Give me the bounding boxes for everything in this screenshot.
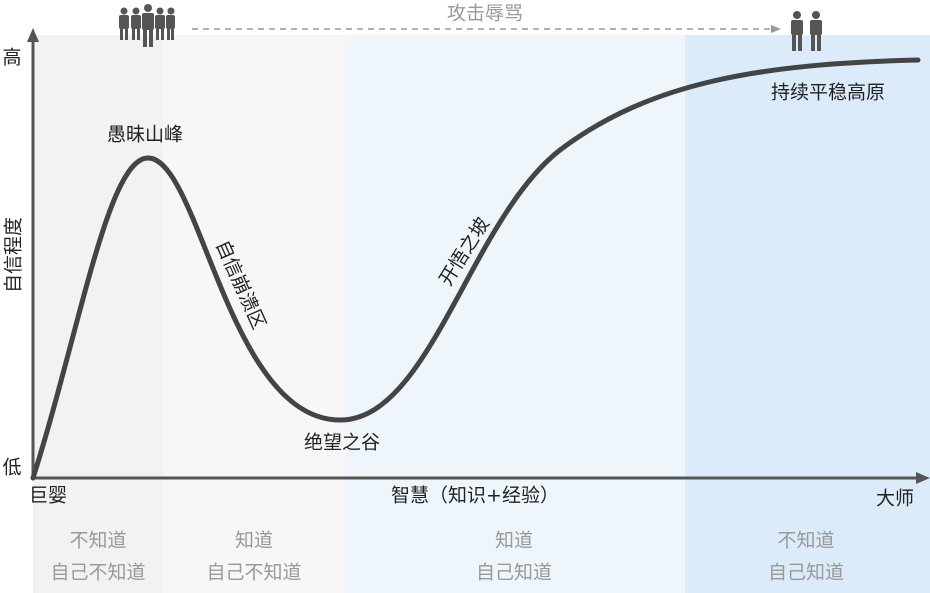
- zone-line2: 自己不知道: [50, 562, 145, 584]
- plateau-label: 持续平稳高原: [771, 82, 885, 104]
- zone-line2: 自己知道: [768, 562, 844, 584]
- zone-bg: [163, 35, 345, 593]
- x-arrow: [916, 472, 930, 484]
- x-label: 智慧（知识+经验）: [391, 485, 559, 507]
- peak-label: 愚昧山峰: [107, 124, 183, 146]
- y-label: 自信程度: [3, 217, 25, 293]
- zone-bg: [33, 35, 163, 593]
- zone-line1: 知道: [495, 530, 533, 552]
- zone-line1: 知道: [235, 530, 273, 552]
- zone-line1: 不知道: [777, 530, 834, 552]
- valley-label: 绝望之谷: [304, 432, 380, 454]
- pair-icon: [791, 11, 822, 51]
- zone-line2: 自己知道: [476, 562, 552, 584]
- attack-arrowhead: [771, 25, 781, 33]
- zone-bg: [685, 35, 930, 593]
- zone-line1: 不知道: [69, 530, 126, 552]
- x-end: 大师: [876, 488, 914, 510]
- x-start: 巨婴: [29, 485, 67, 507]
- y-arrow: [27, 28, 39, 42]
- y-low: 低: [2, 457, 21, 479]
- confidence-curve: [30, 57, 921, 481]
- zone-bg: [345, 35, 685, 593]
- crowd-icon: [119, 4, 175, 47]
- y-high: 高: [2, 47, 21, 69]
- zone-line2: 自己不知道: [206, 562, 301, 584]
- attack-label: 攻击辱骂: [447, 3, 523, 25]
